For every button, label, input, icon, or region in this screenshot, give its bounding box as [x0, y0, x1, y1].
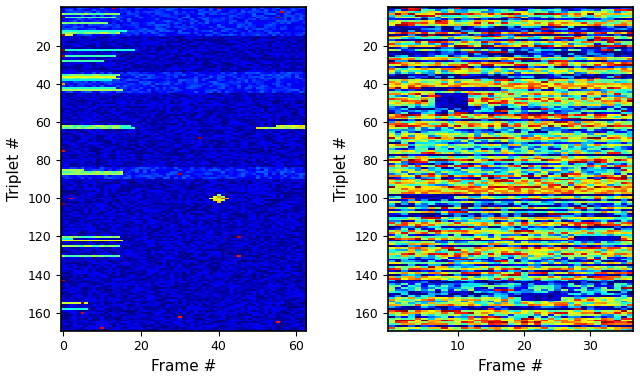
Y-axis label: Triplet #: Triplet #	[7, 136, 22, 201]
X-axis label: Frame #: Frame #	[478, 359, 543, 374]
Y-axis label: Triplet #: Triplet #	[334, 136, 349, 201]
X-axis label: Frame #: Frame #	[151, 359, 216, 374]
